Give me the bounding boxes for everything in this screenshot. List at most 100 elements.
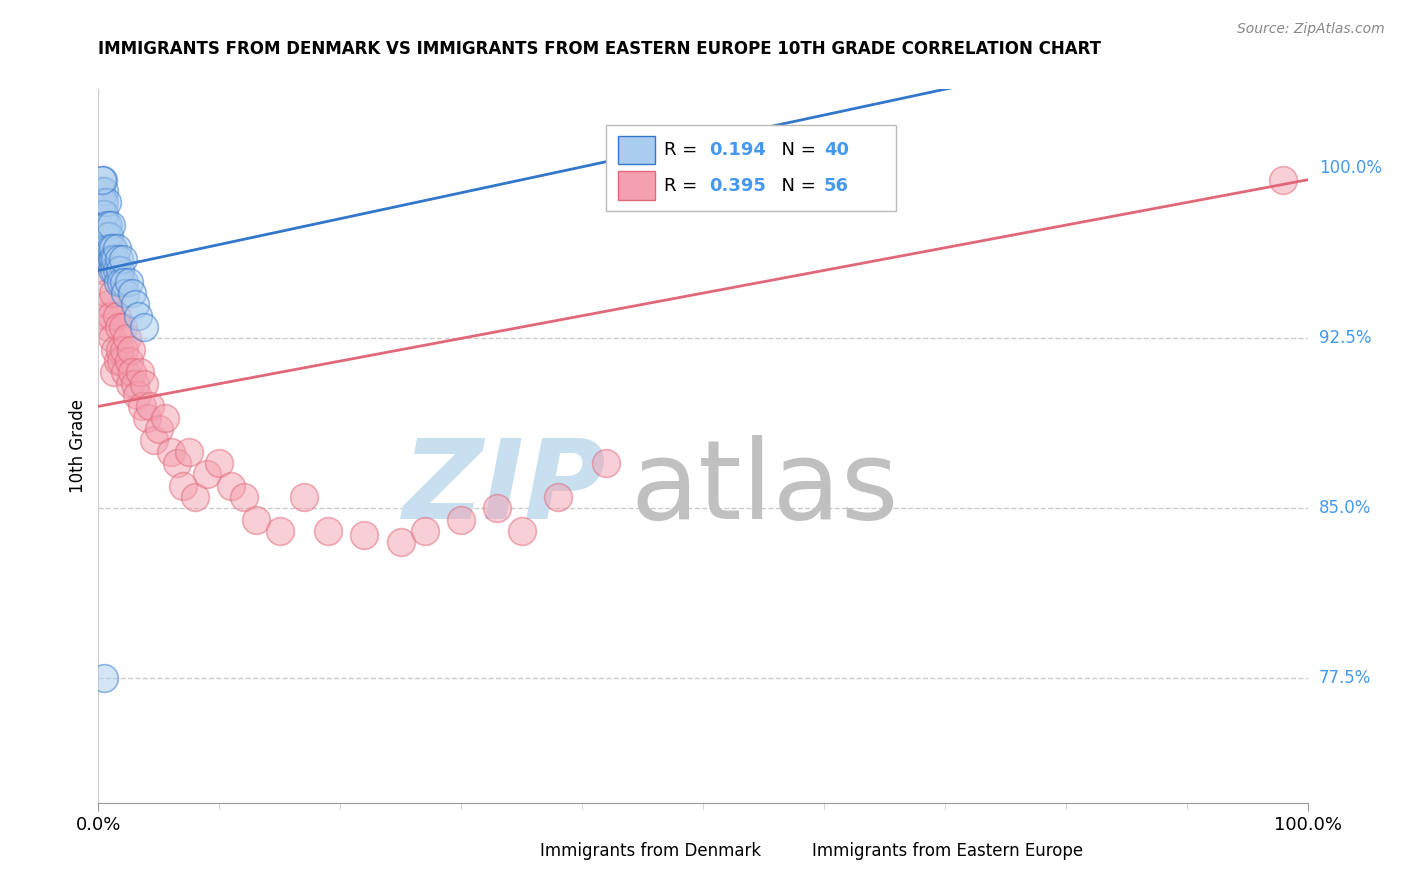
Point: [96, 286, 118, 301]
Text: 77.5%: 77.5%: [1319, 669, 1371, 687]
Point: [94, 309, 117, 323]
Point: [128, 365, 150, 379]
Point: [101, 241, 124, 255]
Point: [245, 513, 267, 527]
Point: [184, 490, 207, 504]
Point: [98, 297, 121, 311]
Point: [90, 184, 112, 198]
Point: [93, 195, 115, 210]
Point: [221, 478, 243, 492]
Text: R =: R =: [664, 177, 703, 194]
FancyBboxPatch shape: [498, 838, 531, 863]
Point: [105, 241, 128, 255]
Point: [108, 320, 131, 334]
Point: [91, 263, 114, 277]
Point: [97, 241, 120, 255]
Point: [139, 400, 162, 414]
Point: [91, 173, 114, 187]
FancyBboxPatch shape: [619, 171, 655, 200]
Point: [100, 331, 122, 345]
Point: [450, 513, 472, 527]
Point: [98, 229, 121, 244]
Point: [316, 524, 339, 538]
Point: [114, 365, 136, 379]
Point: [124, 297, 146, 311]
Text: 0.395: 0.395: [709, 177, 766, 194]
Point: [103, 263, 125, 277]
Point: [100, 252, 122, 266]
Point: [103, 365, 125, 379]
Point: [118, 354, 141, 368]
Point: [510, 524, 533, 538]
Point: [96, 241, 118, 255]
Point: [91, 207, 114, 221]
Text: 56: 56: [824, 177, 849, 194]
Text: Immigrants from Eastern Europe: Immigrants from Eastern Europe: [811, 842, 1083, 860]
Point: [172, 478, 194, 492]
Point: [93, 207, 115, 221]
Point: [100, 218, 122, 232]
Point: [93, 671, 115, 685]
Text: 100.0%: 100.0%: [1319, 160, 1382, 178]
Text: N =: N =: [769, 177, 821, 194]
Point: [127, 388, 149, 402]
FancyBboxPatch shape: [606, 125, 897, 211]
Point: [131, 400, 153, 414]
Point: [153, 410, 176, 425]
Point: [97, 218, 120, 232]
Point: [1272, 173, 1295, 187]
Text: 85.0%: 85.0%: [1319, 500, 1371, 517]
FancyBboxPatch shape: [769, 838, 803, 863]
Point: [101, 252, 124, 266]
Point: [105, 309, 128, 323]
Point: [120, 343, 142, 357]
Point: [107, 275, 129, 289]
Point: [108, 263, 131, 277]
Point: [117, 331, 139, 345]
Point: [108, 252, 131, 266]
Point: [232, 490, 254, 504]
Point: [121, 286, 143, 301]
Point: [110, 354, 132, 368]
Point: [91, 195, 114, 210]
Point: [547, 490, 569, 504]
Point: [269, 524, 291, 538]
Point: [100, 309, 122, 323]
Point: [98, 252, 121, 266]
Point: [93, 184, 115, 198]
Point: [124, 376, 146, 391]
Text: 40: 40: [824, 141, 849, 159]
Point: [112, 343, 135, 357]
Point: [195, 467, 218, 482]
Point: [292, 490, 315, 504]
Point: [110, 275, 132, 289]
Y-axis label: 10th Grade: 10th Grade: [69, 399, 87, 493]
Point: [108, 343, 131, 357]
Point: [111, 252, 134, 266]
Point: [208, 456, 231, 470]
Point: [134, 376, 156, 391]
Point: [166, 456, 188, 470]
Text: R =: R =: [664, 141, 703, 159]
Point: [91, 173, 114, 187]
Point: [114, 286, 136, 301]
Point: [91, 218, 114, 232]
Point: [134, 320, 156, 334]
Point: [118, 275, 141, 289]
Point: [96, 195, 118, 210]
Point: [104, 343, 127, 357]
Point: [148, 422, 170, 436]
Point: [100, 263, 122, 277]
Point: [353, 528, 375, 542]
Point: [127, 309, 149, 323]
Text: Immigrants from Denmark: Immigrants from Denmark: [540, 842, 761, 860]
Point: [101, 286, 124, 301]
Point: [135, 410, 157, 425]
Text: ZIP: ZIP: [402, 435, 606, 542]
Text: N =: N =: [769, 141, 821, 159]
Point: [94, 218, 117, 232]
Point: [118, 376, 141, 391]
Point: [112, 275, 135, 289]
FancyBboxPatch shape: [619, 136, 655, 164]
Text: 92.5%: 92.5%: [1319, 329, 1371, 347]
